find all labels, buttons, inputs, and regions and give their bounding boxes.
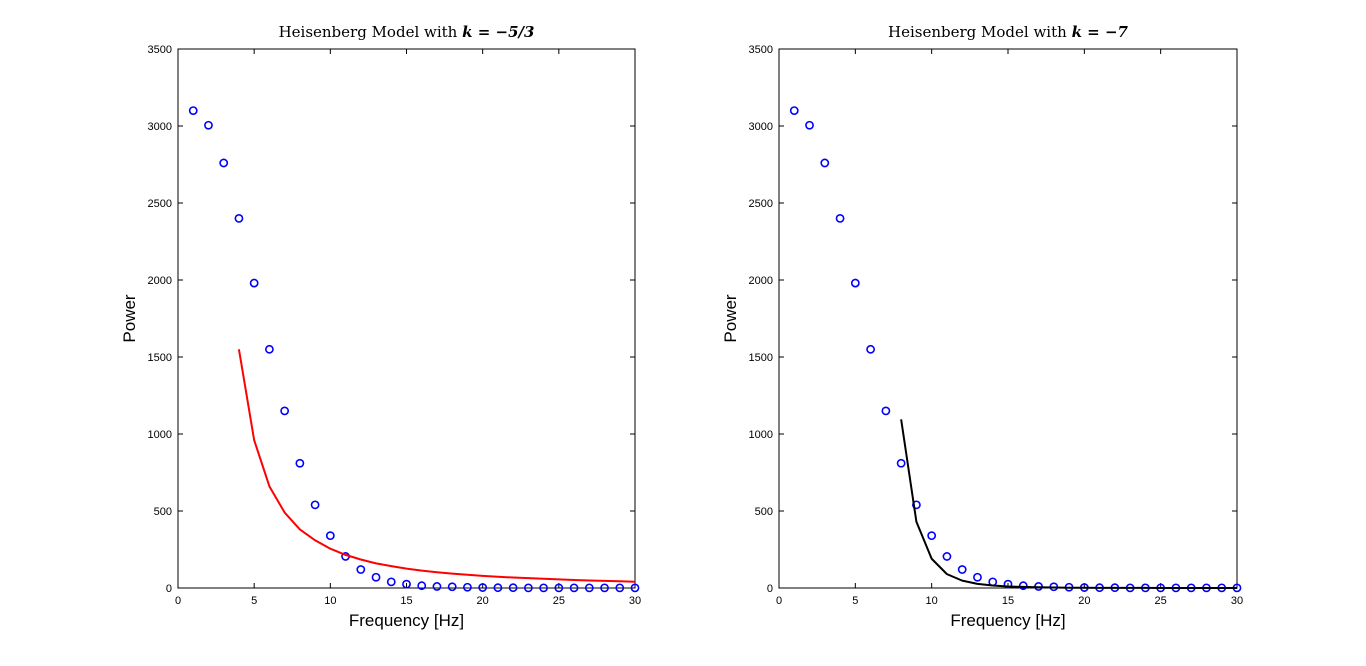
x-tick-label: 25 xyxy=(553,595,565,607)
x-tick-label: 5 xyxy=(251,595,257,607)
data-point xyxy=(850,278,860,288)
y-tick-label: 500 xyxy=(755,506,773,518)
data-point xyxy=(912,500,921,510)
chart-title-prefix: Heisenberg Model with xyxy=(888,23,1072,41)
data-point xyxy=(234,213,244,223)
x-tick-label: 15 xyxy=(400,595,412,607)
data-point xyxy=(569,583,579,593)
chart-panel-2: 0 5 10 15 20 25 30 0 500 1000 1500 2000 2500 3000 3500… xyxy=(721,23,1243,630)
series-line-1-2 xyxy=(237,349,636,583)
y-tick-label: 1500 xyxy=(749,352,773,364)
plot-area-frame xyxy=(778,48,1238,589)
data-point xyxy=(789,106,799,115)
data-point xyxy=(295,458,305,468)
x-tick-label: 0 xyxy=(776,595,782,607)
plot-area-frame xyxy=(177,48,636,589)
data-point xyxy=(600,583,609,593)
chart-panel-1: 0 5 10 15 20 25 30 0 500 1000 1500 2000 2500 3000 3500… xyxy=(120,23,641,630)
data-point xyxy=(386,577,396,587)
y-tick-label: 3000 xyxy=(148,121,172,133)
y-tick-label: 2000 xyxy=(749,275,773,287)
chart-title: Heisenberg Model with k = −5/3 xyxy=(279,23,535,41)
y-tick-label: 3000 xyxy=(749,121,773,133)
y-tick-label: 3500 xyxy=(749,44,773,56)
data-point xyxy=(447,582,457,592)
chart-title: Heisenberg Model with k = −7 xyxy=(888,23,1129,41)
y-tick-label: 2500 xyxy=(148,198,172,210)
data-point xyxy=(584,583,594,593)
data-point xyxy=(554,583,564,593)
data-point xyxy=(1003,579,1013,589)
data-point xyxy=(310,500,320,510)
data-point xyxy=(1018,581,1028,591)
y-tick-label: 0 xyxy=(166,583,172,595)
y-tick-label: 3500 xyxy=(148,44,172,56)
data-point xyxy=(881,406,891,416)
x-tick-label: 10 xyxy=(926,595,938,607)
data-point xyxy=(957,565,967,574)
series-line-2-2 xyxy=(900,419,1237,589)
data-point xyxy=(508,583,518,593)
data-point xyxy=(896,458,906,468)
y-tick-label: 2000 xyxy=(148,275,172,287)
x-axis-label: Frequency [Hz] xyxy=(349,611,464,630)
data-point xyxy=(356,565,366,574)
y-tick-label: 2500 xyxy=(749,198,773,210)
y-axis-label: Power xyxy=(120,294,139,343)
data-point xyxy=(204,120,213,130)
chart-title-math: k = −7 xyxy=(1072,23,1129,41)
data-point xyxy=(478,583,488,592)
data-point xyxy=(417,581,427,591)
x-tick-label: 10 xyxy=(324,595,336,607)
x-tick-label: 25 xyxy=(1155,595,1167,607)
y-axis-label: Power xyxy=(721,294,740,343)
data-point xyxy=(835,213,845,223)
data-point xyxy=(325,531,335,541)
chart-title-math: k = −5/3 xyxy=(462,23,534,41)
chart-title-prefix: Heisenberg Model with xyxy=(279,23,463,41)
x-axis-label: Frequency [Hz] xyxy=(950,611,1065,630)
data-point xyxy=(942,552,952,561)
data-point xyxy=(280,406,290,416)
data-point xyxy=(805,120,814,130)
data-point xyxy=(615,583,625,593)
data-point xyxy=(402,579,411,589)
data-point xyxy=(371,572,381,582)
data-point xyxy=(249,278,259,288)
data-point xyxy=(432,582,442,591)
data-point xyxy=(219,158,229,168)
data-point xyxy=(523,583,533,593)
x-tick-label: 30 xyxy=(629,595,641,607)
data-point xyxy=(264,344,274,354)
data-point xyxy=(188,106,198,115)
data-point xyxy=(630,583,640,593)
data-point xyxy=(973,572,982,582)
x-tick-label: 20 xyxy=(1078,595,1090,607)
y-tick-label: 500 xyxy=(154,506,172,518)
data-point xyxy=(539,583,548,593)
data-point xyxy=(820,158,830,168)
y-tick-label: 1000 xyxy=(749,429,773,441)
data-point xyxy=(927,531,937,541)
x-tick-label: 15 xyxy=(1002,595,1014,607)
y-tick-label: 1500 xyxy=(148,352,172,364)
x-tick-label: 5 xyxy=(852,595,858,607)
x-tick-label: 30 xyxy=(1231,595,1243,607)
x-tick-label: 0 xyxy=(175,595,181,607)
data-point xyxy=(463,582,472,592)
y-tick-label: 1000 xyxy=(148,429,172,441)
y-tick-label: 0 xyxy=(767,583,773,595)
data-point xyxy=(493,583,503,593)
data-point xyxy=(866,344,875,354)
x-tick-label: 20 xyxy=(477,595,489,607)
